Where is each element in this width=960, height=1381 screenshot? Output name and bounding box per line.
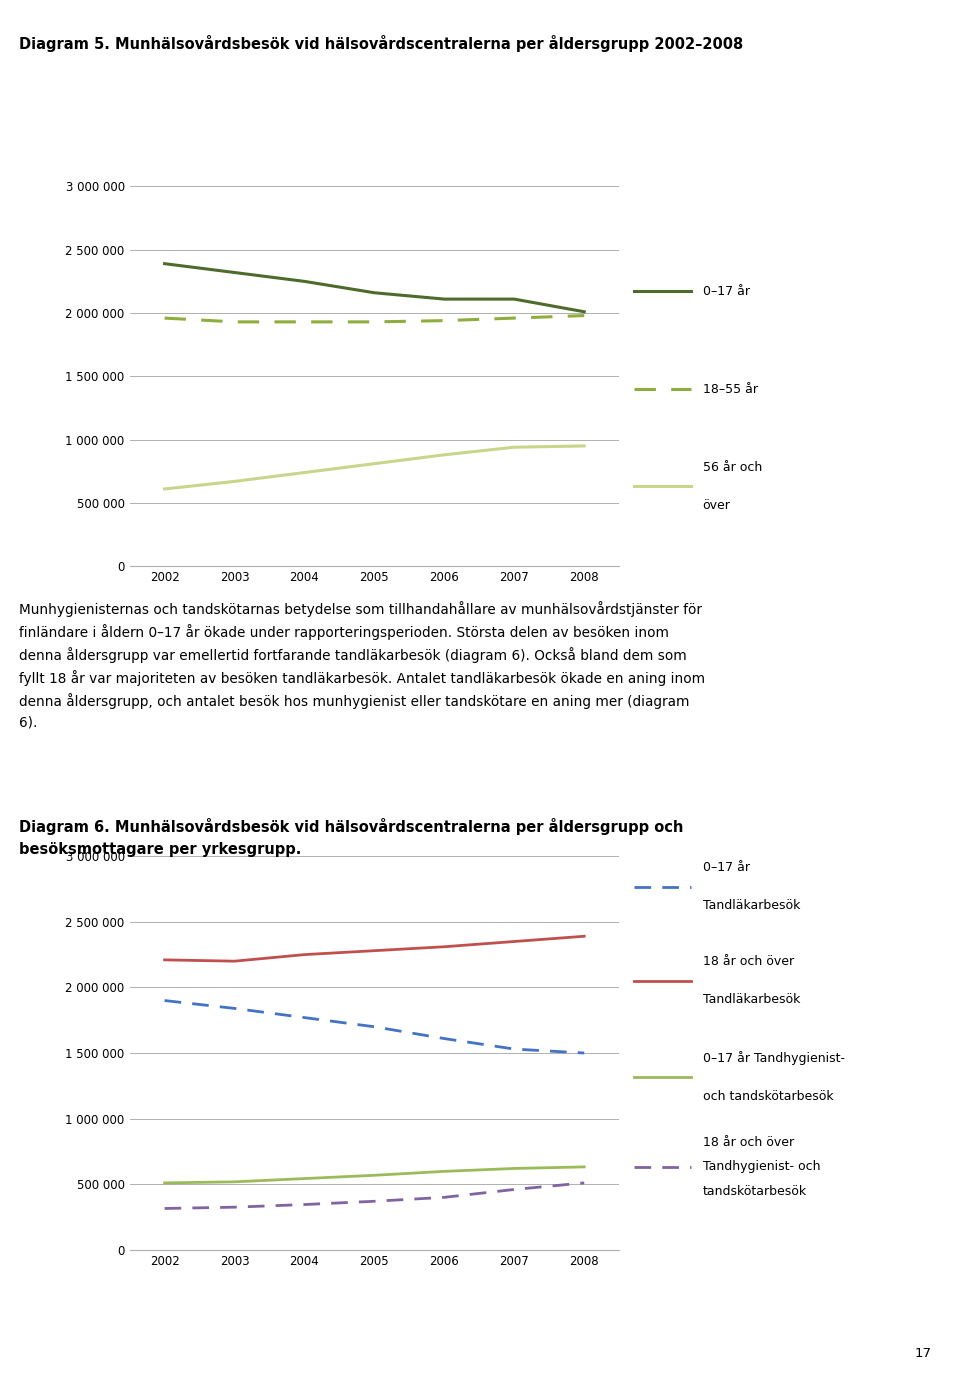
Text: Tandläkarbesök: Tandläkarbesök bbox=[703, 993, 800, 1005]
Text: tandskötarbesök: tandskötarbesök bbox=[703, 1185, 806, 1197]
Text: Munhygienisternas och tandskötarnas betydelse som tillhandahållare av munhälsovå: Munhygienisternas och tandskötarnas bety… bbox=[19, 601, 706, 729]
Text: 0–17 år Tandhygienist-: 0–17 år Tandhygienist- bbox=[703, 1051, 845, 1065]
Text: över: över bbox=[703, 499, 731, 511]
Text: och tandskötarbesök: och tandskötarbesök bbox=[703, 1090, 833, 1102]
Text: besöksmottagare per yrkesgrupp.: besöksmottagare per yrkesgrupp. bbox=[19, 842, 301, 858]
Text: 0–17 år: 0–17 år bbox=[703, 284, 750, 298]
Text: Tandläkarbesök: Tandläkarbesök bbox=[703, 899, 800, 911]
Text: 18 år och över: 18 år och över bbox=[703, 956, 794, 968]
Text: 17: 17 bbox=[914, 1348, 931, 1360]
Text: Diagram 5. Munhälsovårdsbesök vid hälsovårdscentralerna per åldersgrupp 2002–200: Diagram 5. Munhälsovårdsbesök vid hälsov… bbox=[19, 35, 743, 51]
Text: 0–17 år: 0–17 år bbox=[703, 862, 750, 874]
Text: 18 år och över: 18 år och över bbox=[703, 1137, 794, 1149]
Text: Diagram 6. Munhälsovårdsbesök vid hälsovårdscentralerna per åldersgrupp och: Diagram 6. Munhälsovårdsbesök vid hälsov… bbox=[19, 818, 684, 834]
Text: Tandhygienist- och: Tandhygienist- och bbox=[703, 1160, 820, 1174]
Text: 56 år och: 56 år och bbox=[703, 461, 762, 474]
Text: 18–55 år: 18–55 år bbox=[703, 383, 757, 396]
